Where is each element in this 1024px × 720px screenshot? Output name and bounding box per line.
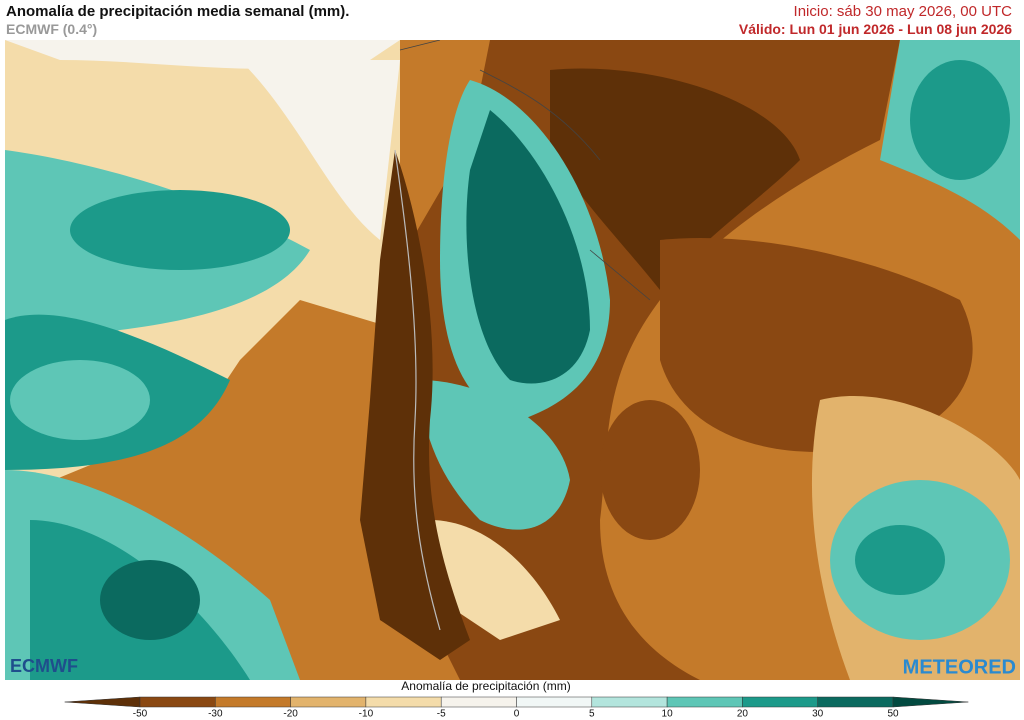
colorbar-segment xyxy=(215,696,291,708)
colorbar-tick-label: -30 xyxy=(208,709,223,720)
colorbar-segment xyxy=(817,696,894,708)
colorbar-segment xyxy=(591,696,668,708)
colorbar-tick-label: -50 xyxy=(133,709,148,720)
colorbar-segment xyxy=(666,696,743,708)
colorbar-tick-label: 50 xyxy=(887,709,899,720)
colorbar-tick-label: -20 xyxy=(283,709,298,720)
colorbar-tick-label: 10 xyxy=(662,709,674,720)
ecmwf-logo: ECMWF xyxy=(10,656,78,676)
colorbar-tick-label: 5 xyxy=(589,709,595,720)
valid-time: Válido: Lun 01 jun 2026 - Lun 08 jun 202… xyxy=(738,21,1012,37)
init-time: Inicio: sáb 30 may 2026, 00 UTC xyxy=(793,3,1012,20)
colorbar-extend-high xyxy=(892,696,969,708)
colorbar-tick-label: 20 xyxy=(737,709,749,720)
colorbar-tick-label: -5 xyxy=(437,709,446,720)
model: ECMWF (0.4°) xyxy=(6,21,98,37)
meteored-logo: METEORED xyxy=(903,656,1016,678)
colorbar-tick-label: 30 xyxy=(812,709,824,720)
colorbar-tick-label: 0 xyxy=(514,709,520,720)
colorbar-segment xyxy=(440,696,517,708)
colorbar-segment xyxy=(365,696,442,708)
colorbar-segment xyxy=(742,696,818,708)
title: Anomalía de precipitación media semanal … xyxy=(6,3,350,20)
colorbar-segment xyxy=(290,696,367,708)
colorbar-label: Anomalía de precipitación (mm) xyxy=(401,679,570,693)
colorbar-segment xyxy=(139,696,216,708)
colorbar-tick-label: -10 xyxy=(359,709,374,720)
colorbar-segment xyxy=(516,696,593,708)
map-field xyxy=(5,40,1020,680)
